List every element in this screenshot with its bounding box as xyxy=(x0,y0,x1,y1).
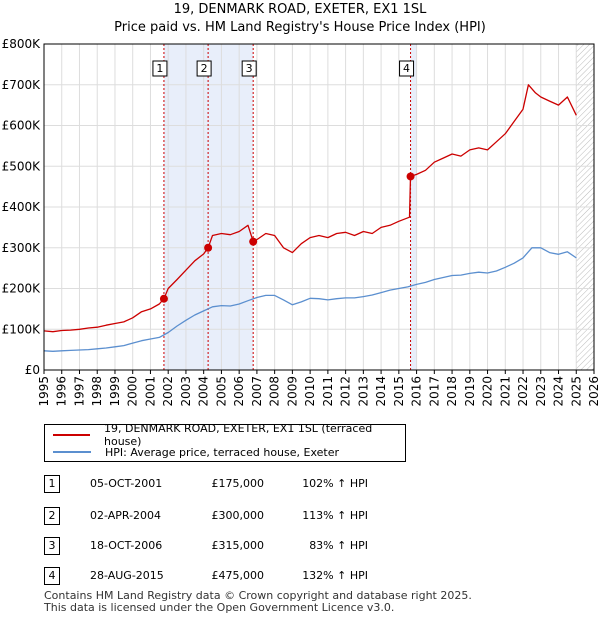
transaction-date: 05-OCT-2001 xyxy=(90,477,163,490)
transaction-row-2: 2 02-APR-2004 £300,000 113% ↑ HPI xyxy=(44,507,444,525)
x-tick-label: 2008 xyxy=(268,376,282,407)
x-tick-label: 2020 xyxy=(481,376,495,407)
x-tick-label: 2016 xyxy=(410,376,424,407)
transaction-number: 4 xyxy=(44,567,60,585)
y-tick-label: £200K xyxy=(2,282,42,296)
x-tick-label: 2006 xyxy=(232,376,246,407)
sale-marker-label: 3 xyxy=(246,62,253,75)
x-tick-label: 1996 xyxy=(55,376,69,407)
y-tick-label: £0 xyxy=(25,363,40,377)
x-tick-label: 2015 xyxy=(392,376,406,407)
x-tick-label: 2023 xyxy=(534,376,548,407)
plot-border xyxy=(43,43,595,371)
y-tick-label: £100K xyxy=(2,322,42,336)
sale-marker-label: 2 xyxy=(201,62,208,75)
x-tick-label: 2009 xyxy=(285,376,299,407)
x-tick-label: 2011 xyxy=(321,376,335,407)
sale-marker-point xyxy=(406,172,415,181)
footer-copyright: Contains HM Land Registry data © Crown c… xyxy=(44,589,472,602)
transaction-row-1: 1 05-OCT-2001 £175,000 102% ↑ HPI xyxy=(44,475,444,493)
y-tick-label: £800K xyxy=(2,37,42,51)
transaction-date: 28-AUG-2015 xyxy=(90,569,164,582)
x-tick-label: 1995 xyxy=(37,376,51,407)
sale-marker-box xyxy=(196,60,212,77)
transaction-hpi: 132% ↑ HPI xyxy=(302,569,368,582)
legend-item-price: 19, DENMARK ROAD, EXETER, EX1 1SL (terra… xyxy=(53,422,405,448)
transaction-date: 18-OCT-2006 xyxy=(90,539,163,552)
sale-marker-box xyxy=(399,60,415,77)
x-tick-label: 2024 xyxy=(552,376,566,407)
chart-subtitle: Price paid vs. HM Land Registry's House … xyxy=(114,20,486,35)
x-tick-label: 2017 xyxy=(427,376,441,407)
x-tick-label: 2026 xyxy=(587,376,600,407)
legend-swatch-hpi xyxy=(53,451,91,453)
transaction-date: 02-APR-2004 xyxy=(90,509,162,522)
transaction-hpi: 83% ↑ HPI xyxy=(309,539,368,552)
y-tick-label: £700K xyxy=(2,78,42,92)
legend-item-hpi: HPI: Average price, terraced house, Exet… xyxy=(53,444,339,460)
footer-licence: This data is licensed under the Open Gov… xyxy=(44,601,395,614)
chart-legend: 19, DENMARK ROAD, EXETER, EX1 1SL (terra… xyxy=(44,422,406,462)
transaction-hpi: 102% ↑ HPI xyxy=(302,477,368,490)
legend-label-hpi: HPI: Average price, terraced house, Exet… xyxy=(105,445,340,459)
transaction-price: £315,000 xyxy=(211,539,265,552)
x-tick-label: 2005 xyxy=(214,376,228,407)
x-tick-label: 2001 xyxy=(143,376,157,407)
x-tick-label: 2025 xyxy=(569,376,583,407)
x-tick-label: 2010 xyxy=(303,376,317,407)
transaction-price: £475,000 xyxy=(211,569,265,582)
legend-label-price: 19, DENMARK ROAD, EXETER, EX1 1SL (terra… xyxy=(104,422,373,448)
y-tick-label: £500K xyxy=(2,159,42,173)
price-paid-line xyxy=(43,84,577,333)
sale-marker-point xyxy=(204,243,213,252)
x-tick-label: 2003 xyxy=(179,376,193,407)
transaction-number: 3 xyxy=(44,537,60,555)
x-tick-label: 1999 xyxy=(108,376,122,407)
sale-marker-label: 4 xyxy=(403,62,410,75)
y-tick-label: £400K xyxy=(2,200,42,214)
legend-swatch-price xyxy=(53,434,90,436)
x-tick-label: 2004 xyxy=(197,376,211,407)
transaction-number: 1 xyxy=(44,475,60,493)
x-tick-label: 2000 xyxy=(126,376,140,407)
hpi-line xyxy=(43,247,577,352)
x-tick-label: 1997 xyxy=(72,376,86,407)
sale-marker-point xyxy=(159,294,168,303)
x-tick-label: 2013 xyxy=(356,376,370,407)
sale-marker-box xyxy=(152,60,168,77)
price-chart: £0 £100K £200K £300K £400K £500K £600K £700K £80… xyxy=(2,37,600,407)
x-tick-label: 2002 xyxy=(161,376,175,407)
x-tick-label: 2012 xyxy=(339,376,353,407)
y-tick-label: £600K xyxy=(2,119,42,133)
chart-title: 19, DENMARK ROAD, EXETER, EX1 1SL xyxy=(173,2,427,17)
transaction-price: £175,000 xyxy=(211,477,265,490)
transaction-row-4: 4 28-AUG-2015 £475,000 132% ↑ HPI xyxy=(44,567,444,585)
sale-marker-point xyxy=(249,237,258,246)
y-tick-label: £300K xyxy=(2,241,42,255)
x-tick-label: 2021 xyxy=(498,376,512,407)
transaction-hpi: 113% ↑ HPI xyxy=(302,509,368,522)
x-tick-label: 2022 xyxy=(516,376,530,407)
x-tick-label: 2019 xyxy=(463,376,477,407)
transaction-number: 2 xyxy=(44,507,60,525)
x-tick-label: 2014 xyxy=(374,376,388,407)
sale-marker-box xyxy=(241,60,257,77)
transaction-price: £300,000 xyxy=(211,509,265,522)
x-tick-label: 1998 xyxy=(90,376,104,407)
sale-marker-label: 1 xyxy=(156,62,163,75)
transaction-row-3: 3 18-OCT-2006 £315,000 83% ↑ HPI xyxy=(44,537,444,555)
x-tick-label: 2018 xyxy=(445,376,459,407)
footer: Contains HM Land Registry data © Crown c… xyxy=(44,590,472,614)
x-tick-label: 2007 xyxy=(250,376,264,407)
